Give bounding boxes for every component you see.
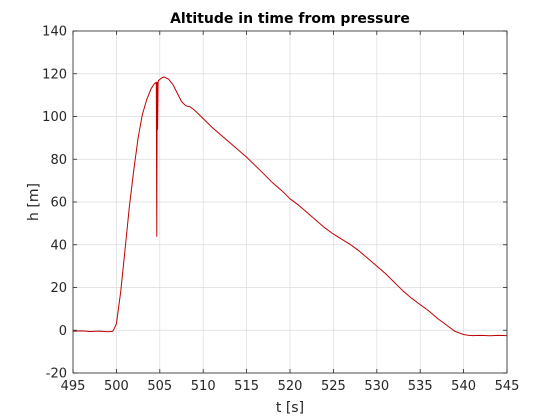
x-tick-label: 540 <box>451 379 476 394</box>
x-tick-label: 505 <box>147 379 172 394</box>
y-tick-label: 140 <box>42 25 67 40</box>
y-axis-label: h [m] <box>26 183 42 221</box>
series-layer <box>72 76 508 337</box>
x-tick-label: 545 <box>495 379 520 394</box>
y-tick-label: 80 <box>50 153 67 168</box>
x-tick-label: 535 <box>408 379 433 394</box>
x-axis-label: t [s] <box>276 400 304 416</box>
x-tick-label: 520 <box>278 379 303 394</box>
x-tick-label: 525 <box>321 379 346 394</box>
y-tick-label: 120 <box>42 67 67 82</box>
x-tick-label: 530 <box>364 379 389 394</box>
y-tick-label: 60 <box>50 196 67 211</box>
x-tick-label: 500 <box>104 379 129 394</box>
y-tick-label: 100 <box>42 110 67 125</box>
x-tick-label: 515 <box>234 379 259 394</box>
altitude-series-line <box>72 76 508 337</box>
y-tick-label: 40 <box>50 238 67 253</box>
x-tick-label: 495 <box>61 379 86 394</box>
ticks: 495 500 505 510 515 520 525 530 535 540 545 -20 0 20 4… <box>42 25 519 395</box>
y-tick-label: -20 <box>46 367 67 382</box>
chart-title: Altitude in time from pressure <box>170 11 410 27</box>
x-tick-label: 510 <box>191 379 216 394</box>
y-tick-label: 0 <box>59 324 67 339</box>
y-tick-label: 20 <box>50 281 67 296</box>
